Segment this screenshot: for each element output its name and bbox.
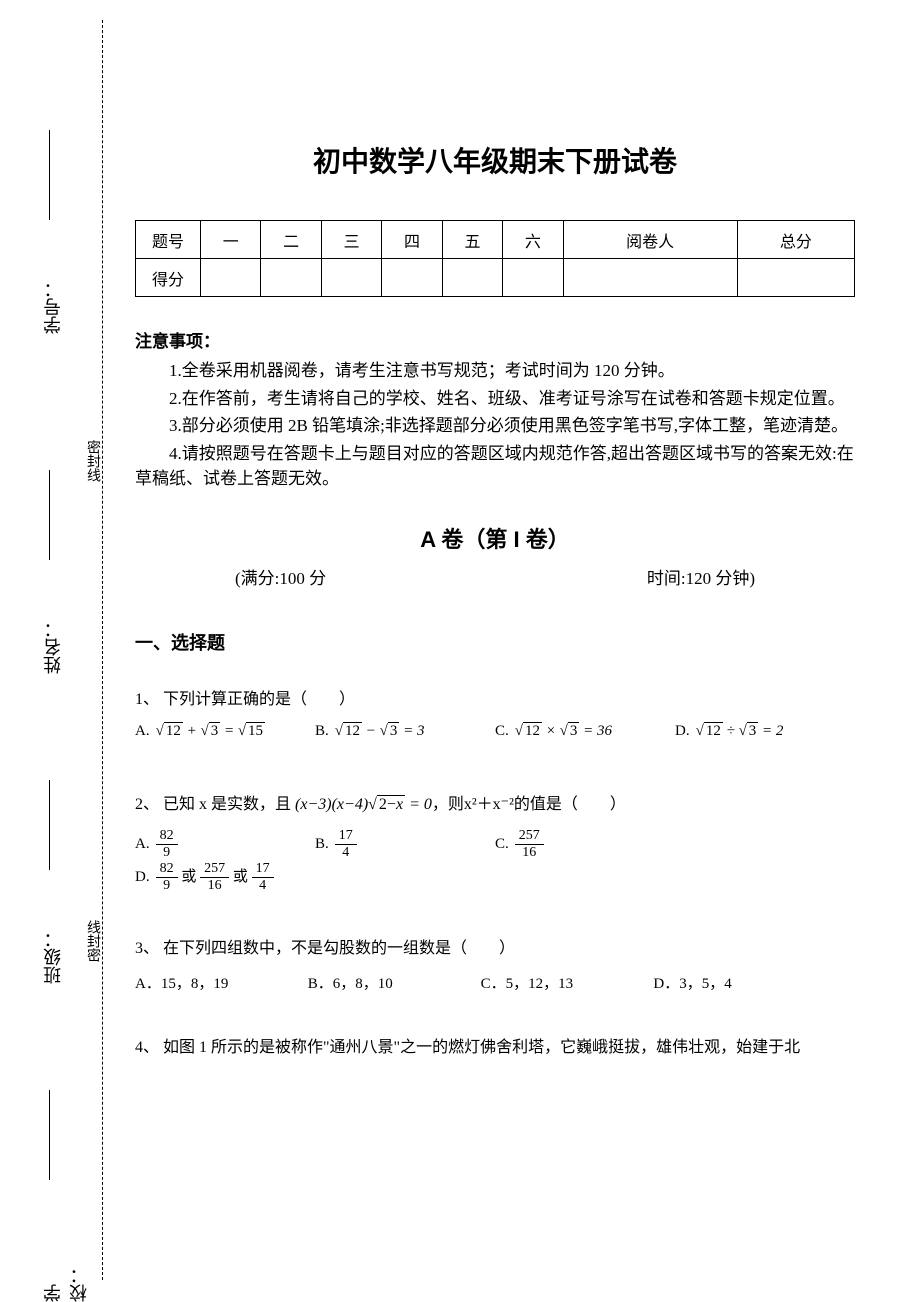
score-table-header-row: 题号 一 二 三 四 五 六 阅卷人 总分 bbox=[136, 221, 855, 259]
q2-opt-b: B. 174 bbox=[315, 828, 495, 861]
fraction: 174 bbox=[252, 861, 274, 894]
q1-opt-b: B. 12 − 3 = 3 bbox=[315, 723, 495, 740]
math-expr: 12 ÷ 3 = 2 bbox=[696, 723, 784, 740]
math-expr: 12 + 3 = 15 bbox=[156, 723, 265, 740]
score-label: 得分 bbox=[136, 259, 201, 297]
math-expr: (x−3)(x−4)2−x = 0 bbox=[295, 796, 432, 813]
q2-options: A. 829 B. 174 C. 25716 D. 829 或 25716 或 … bbox=[135, 828, 855, 894]
q1-stem: 1、 下列计算正确的是（ ） bbox=[135, 685, 855, 709]
notice-item: 3.部分必须使用 2B 铅笔填涂;非选择题部分必须使用黑色签字笔书写,字体工整，… bbox=[135, 413, 855, 439]
math-expr: 12 × 3 = 36 bbox=[515, 723, 612, 740]
fraction: 174 bbox=[335, 828, 357, 861]
score-table: 题号 一 二 三 四 五 六 阅卷人 总分 得分 bbox=[135, 220, 855, 297]
seal-text-1: 密封线 bbox=[82, 440, 102, 482]
question-4: 4、 如图 1 所示的是被称作"通州八景"之一的燃灯佛舍利塔，它巍峨挺拔，雄伟壮… bbox=[135, 1033, 855, 1057]
sidebar-line-2 bbox=[49, 780, 50, 870]
th-label: 题号 bbox=[136, 221, 201, 259]
sidebar-line-0 bbox=[49, 130, 50, 220]
th-1: 一 bbox=[201, 221, 261, 259]
notice-item: 1.全卷采用机器阅卷，请考生注意书写规范；考试时间为 120 分钟。 bbox=[135, 358, 855, 384]
question-2: 2、 已知 x 是实数，且 (x−3)(x−4)2−x = 0，则x²＋x⁻²的… bbox=[135, 790, 855, 894]
fraction: 25716 bbox=[200, 861, 229, 894]
exam-title: 初中数学八年级期末下册试卷 bbox=[135, 140, 855, 180]
th-2: 二 bbox=[261, 221, 321, 259]
main-content: 初中数学八年级期末下册试卷 题号 一 二 三 四 五 六 阅卷人 总分 得分 注… bbox=[135, 140, 855, 1087]
q3-options: A．15，8，19 B．6，8，10 C．5，12，13 D．3，5，4 bbox=[135, 972, 855, 993]
sidebar-field-student-id: 学号： bbox=[40, 280, 66, 334]
th-grader: 阅卷人 bbox=[563, 221, 737, 259]
score-cell bbox=[261, 259, 321, 297]
q3-stem: 3、 在下列四组数中，不是勾股数的一组数是（ ） bbox=[135, 934, 855, 958]
score-cell bbox=[737, 259, 854, 297]
q3-opt-d: D．3，5，4 bbox=[653, 972, 826, 993]
score-cell bbox=[563, 259, 737, 297]
score-cell bbox=[442, 259, 502, 297]
th-4: 四 bbox=[382, 221, 442, 259]
q3-opt-c: C．5，12，13 bbox=[481, 972, 654, 993]
fraction: 829 bbox=[156, 861, 178, 894]
q2-opt-c: C. 25716 bbox=[495, 828, 675, 861]
seal-text-2: 线封密 bbox=[82, 920, 102, 962]
q2-opt-d: D. 829 或 25716 或 174 bbox=[135, 861, 351, 894]
math-expr: 12 − 3 = 3 bbox=[335, 723, 425, 740]
th-3: 三 bbox=[321, 221, 381, 259]
score-table-score-row: 得分 bbox=[136, 259, 855, 297]
section-meta-row: (满分:100 分 时间:120 分钟) bbox=[135, 564, 855, 589]
q4-stem: 4、 如图 1 所示的是被称作"通州八景"之一的燃灯佛舍利塔，它巍峨挺拔，雄伟壮… bbox=[135, 1033, 855, 1057]
sidebar-line-1 bbox=[49, 470, 50, 560]
section-1-heading: 一、选择题 bbox=[135, 629, 855, 655]
fraction: 25716 bbox=[515, 828, 544, 861]
q3-opt-a: A．15，8，19 bbox=[135, 972, 308, 993]
dashed-border-line bbox=[102, 20, 103, 1280]
notice-item: 2.在作答前，考生请将自己的学校、姓名、班级、准考证号涂写在试卷和答题卡规定位置… bbox=[135, 386, 855, 412]
q3-opt-b: B．6，8，10 bbox=[308, 972, 481, 993]
th-5: 五 bbox=[442, 221, 502, 259]
exam-time: 时间:120 分钟) bbox=[647, 564, 755, 589]
score-cell bbox=[201, 259, 261, 297]
section-a-heading: A 卷（第 I 卷） bbox=[135, 522, 855, 554]
score-cell bbox=[503, 259, 563, 297]
score-cell bbox=[321, 259, 381, 297]
sidebar-line-3 bbox=[49, 1090, 50, 1180]
q1-opt-d: D. 12 ÷ 3 = 2 bbox=[675, 723, 855, 740]
q2-stem: 2、 已知 x 是实数，且 (x−3)(x−4)2−x = 0，则x²＋x⁻²的… bbox=[135, 790, 855, 814]
score-cell bbox=[382, 259, 442, 297]
binding-sidebar: 学号： 密封线 姓名： 班级： 线封密 学校： bbox=[0, 0, 115, 1302]
notice-item: 4.请按照题号在答题卡上与题目对应的答题区域内规范作答,超出答题区域书写的答案无… bbox=[135, 441, 855, 492]
notice-title: 注意事项： bbox=[135, 327, 855, 352]
q2-opt-a: A. 829 bbox=[135, 828, 315, 861]
q1-opt-c: C. 12 × 3 = 36 bbox=[495, 723, 675, 740]
th-6: 六 bbox=[503, 221, 563, 259]
sidebar-field-school: 学校： bbox=[40, 1260, 92, 1302]
th-total: 总分 bbox=[737, 221, 854, 259]
full-marks: (满分:100 分 bbox=[235, 564, 326, 589]
q1-options: A. 12 + 3 = 15 B. 12 − 3 = 3 C. 12 × 3 =… bbox=[135, 723, 855, 740]
q2-opt-d-content: 829 或 25716 或 174 bbox=[156, 861, 274, 894]
question-1: 1、 下列计算正确的是（ ） A. 12 + 3 = 15 B. 12 − 3 … bbox=[135, 685, 855, 740]
sidebar-field-class: 班级： bbox=[40, 930, 66, 984]
question-3: 3、 在下列四组数中，不是勾股数的一组数是（ ） A．15，8，19 B．6，8… bbox=[135, 934, 855, 993]
q1-opt-a: A. 12 + 3 = 15 bbox=[135, 723, 315, 740]
fraction: 829 bbox=[156, 828, 178, 861]
sidebar-field-name: 姓名： bbox=[40, 620, 66, 674]
